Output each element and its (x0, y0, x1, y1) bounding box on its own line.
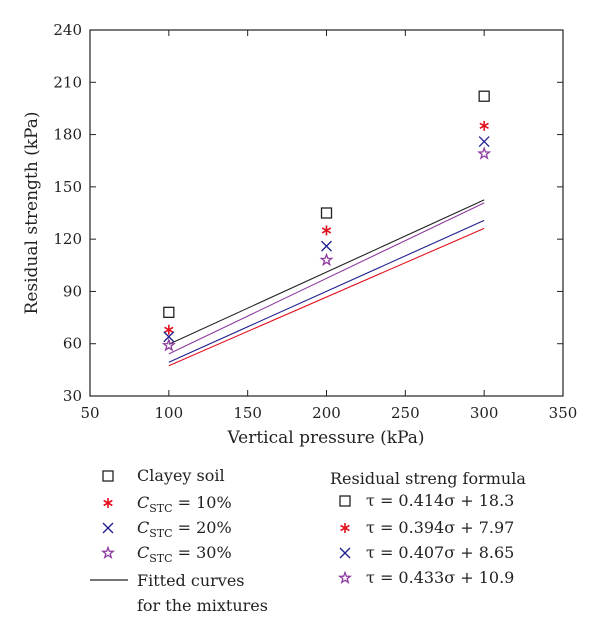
x-axis-title: Vertical pressure (kPa) (226, 428, 424, 448)
y-tick-label: 120 (53, 230, 82, 248)
x-axis-ticks: 50 100 150 200 250 300 350 (80, 30, 577, 422)
fit-lines (168, 199, 485, 367)
legend-fit-label-line2: for the mixtures (137, 596, 268, 615)
x-tick-label: 50 (80, 404, 99, 422)
x-tick-label: 250 (391, 404, 420, 422)
legend-series: Clayey soil CSTC = 10% CSTC = 20% CSTC = 30… (100, 466, 232, 565)
legend-marker-series-1 (102, 470, 114, 482)
legend-formulas: τ = 0.414σ + 18.3 τ = 0.394σ + 7.97 τ = 0.… (337, 491, 514, 587)
data-point-series-2 (321, 225, 332, 236)
legend-label-series-4: CSTC = 30% (137, 543, 232, 565)
legend-marker-series-4 (100, 545, 116, 560)
formula-marker-series-3 (339, 547, 351, 559)
formula-marker-series-2 (340, 523, 350, 533)
formula-text-series-4: τ = 0.433σ + 10.9 (366, 568, 514, 587)
formula-legend-title: Residual streng formula (330, 469, 526, 488)
y-tick-label: 180 (53, 126, 82, 144)
legend-label-series-1: Clayey soil (137, 466, 225, 485)
data-point-series-3 (321, 240, 332, 252)
formula-text-series-2: τ = 0.394σ + 7.97 (366, 518, 514, 537)
data-point-series-2 (479, 120, 489, 131)
x-tick-label: 200 (312, 404, 341, 422)
x-tick-label: 300 (470, 404, 499, 422)
x-tick-label: 350 (549, 404, 578, 422)
x-tick-label: 150 (233, 404, 262, 422)
data-point-series-1 (320, 207, 333, 219)
fit-line-series-4 (168, 202, 485, 355)
formula-marker-series-1 (339, 495, 351, 507)
legend-label-series-2: CSTC = 10% (137, 493, 232, 515)
data-point-series-4 (161, 338, 176, 352)
y-tick-label: 210 (53, 73, 82, 91)
data-point-series-4 (319, 252, 334, 267)
legend-marker-series-2 (103, 498, 113, 508)
x-tick-label: 100 (155, 404, 184, 422)
y-tick-label: 60 (63, 335, 82, 353)
data-point-series-1 (163, 306, 175, 318)
y-tick-label: 90 (63, 282, 82, 300)
legend-fit-label-line1: Fitted curves (137, 571, 245, 590)
formula-text-series-3: τ = 0.407σ + 8.65 (366, 543, 514, 562)
legend-marker-series-3 (102, 522, 114, 534)
fit-line-series-3 (168, 219, 485, 363)
data-point-series-3 (163, 331, 175, 343)
data-markers (161, 90, 492, 352)
data-point-series-1 (478, 90, 490, 102)
y-tick-label: 240 (53, 21, 82, 39)
data-point-series-2 (164, 324, 174, 335)
formula-text-series-1: τ = 0.414σ + 18.3 (366, 491, 514, 510)
data-point-series-4 (477, 146, 492, 160)
fit-line-series-2 (168, 227, 485, 367)
fit-line-series-1 (168, 199, 485, 345)
y-tick-label: 30 (63, 387, 82, 405)
formula-marker-series-4 (337, 570, 353, 585)
y-tick-label: 150 (53, 178, 82, 196)
y-axis-ticks: 30 60 90 120 150 180 210 240 (53, 21, 563, 405)
data-point-series-3 (478, 136, 490, 148)
y-axis-title: Residual strength (kPa) (22, 112, 42, 315)
legend-label-series-3: CSTC = 20% (137, 518, 232, 540)
plot-area-frame (89, 29, 564, 397)
